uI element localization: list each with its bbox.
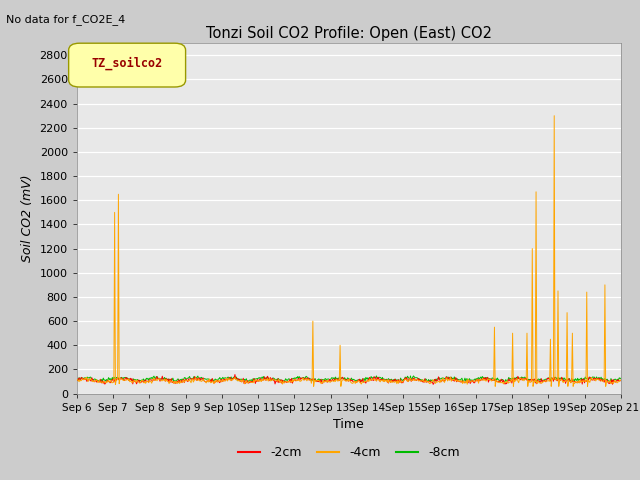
Title: Tonzi Soil CO2 Profile: Open (East) CO2: Tonzi Soil CO2 Profile: Open (East) CO2	[206, 25, 492, 41]
Legend: -2cm, -4cm, -8cm: -2cm, -4cm, -8cm	[233, 442, 465, 465]
FancyBboxPatch shape	[68, 43, 186, 87]
Text: TZ_soilco2: TZ_soilco2	[92, 57, 163, 70]
X-axis label: Time: Time	[333, 418, 364, 431]
Text: No data for f_CO2E_4: No data for f_CO2E_4	[6, 14, 125, 25]
Y-axis label: Soil CO2 (mV): Soil CO2 (mV)	[21, 175, 34, 262]
